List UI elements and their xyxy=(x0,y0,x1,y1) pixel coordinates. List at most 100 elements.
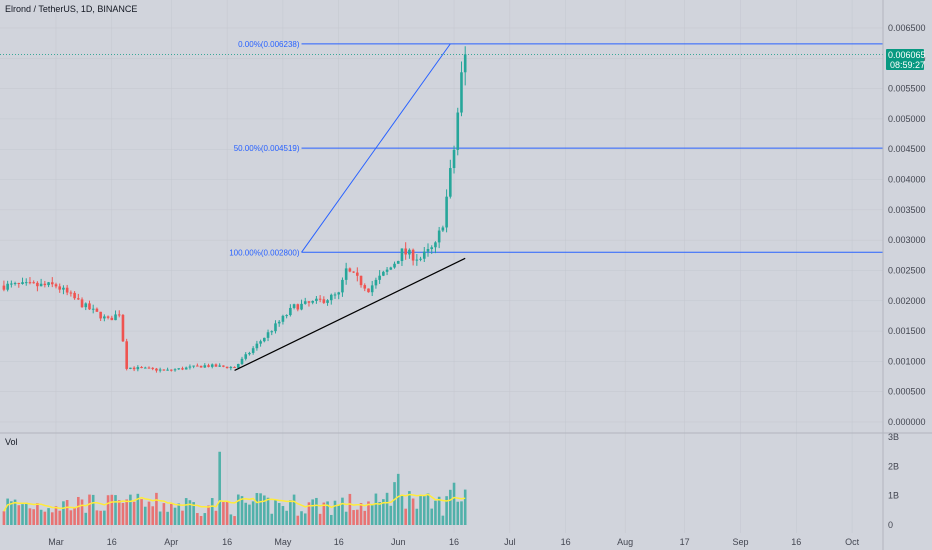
candle-body xyxy=(73,292,76,299)
volume-bar xyxy=(396,473,400,525)
volume-bar xyxy=(344,511,348,525)
candle-body xyxy=(460,72,463,113)
price-tick-label: 0.004500 xyxy=(888,144,926,154)
candle-body xyxy=(207,365,210,367)
volume-bar xyxy=(158,511,162,525)
price-axis[interactable]: 0.0065000.0060000.0055000.0050000.004500… xyxy=(888,23,926,427)
candle-body xyxy=(143,367,147,369)
volume-bar xyxy=(77,496,80,525)
volume-bar xyxy=(136,493,140,525)
candle-body xyxy=(248,352,251,355)
volume-bar xyxy=(307,502,311,525)
candle-body xyxy=(422,251,426,259)
volume-bar xyxy=(95,510,99,525)
volume-bar xyxy=(2,511,6,525)
volume-bar xyxy=(460,501,463,525)
price-tick-label: 0.000000 xyxy=(888,417,926,427)
time-tick-label: 16 xyxy=(334,537,344,547)
volume-bar xyxy=(333,500,337,525)
price-tick-label: 0.001000 xyxy=(888,356,926,366)
candle-body xyxy=(80,299,84,308)
candle-body xyxy=(318,298,322,300)
volume-bar xyxy=(192,502,195,525)
candle-body xyxy=(36,282,39,287)
volume-bar xyxy=(99,510,102,525)
candle-body xyxy=(24,282,28,284)
candle-body xyxy=(181,368,184,370)
candle-body xyxy=(77,298,80,300)
volume-bar xyxy=(188,500,192,525)
volume-bar xyxy=(151,506,155,525)
volume-bar xyxy=(73,507,76,525)
time-tick-label: Jun xyxy=(391,537,406,547)
volume-bar xyxy=(80,499,84,525)
candle-body xyxy=(378,275,381,280)
candle-body xyxy=(277,321,281,324)
time-axis[interactable]: Mar 16 Apr 16 May 16 Jun 16 Jul 16 Aug 17 Sep 16 Oct xyxy=(48,537,859,547)
volume-bar xyxy=(50,512,54,525)
volume-bar xyxy=(39,509,43,525)
time-tick-label: Aug xyxy=(617,537,633,547)
volume-bar xyxy=(300,511,303,525)
time-tick-label: 16 xyxy=(561,537,571,547)
volume-bar xyxy=(367,501,370,525)
price-tick-label: 0.001500 xyxy=(888,326,926,336)
volume-bar xyxy=(65,500,69,525)
candle-body xyxy=(329,294,333,301)
candle-body xyxy=(199,365,203,368)
volume-bar xyxy=(210,498,214,525)
volume-bar xyxy=(277,502,281,525)
candle-body xyxy=(225,366,229,369)
volume-bar xyxy=(378,502,381,525)
candle-body xyxy=(385,269,389,272)
volume-bar xyxy=(251,501,255,525)
price-tick-label: 0.002500 xyxy=(888,265,926,275)
volume-bar xyxy=(229,514,233,525)
time-tick-label: 16 xyxy=(791,537,801,547)
volume-bar xyxy=(426,493,430,525)
candle-body xyxy=(6,283,9,290)
candle-body xyxy=(95,308,99,312)
fib-level-label: 100.00%(0.002800) xyxy=(229,248,300,257)
volume-bar xyxy=(236,494,240,525)
countdown-label: 08:59:27 xyxy=(890,60,925,70)
candle-body xyxy=(263,337,266,342)
volume-bar xyxy=(121,502,125,525)
current-price-tag: 0.006065 08:59:27 xyxy=(886,49,926,70)
volume-bar xyxy=(162,503,166,525)
volume-bar xyxy=(326,501,329,525)
candle-body xyxy=(266,332,270,338)
volume-axis: 3B 2B 1B 0 xyxy=(888,432,899,530)
candle-body xyxy=(233,367,236,369)
volume-bar xyxy=(281,506,285,525)
time-tick-label: 17 xyxy=(680,537,690,547)
volume-bar xyxy=(17,505,21,525)
candle-body xyxy=(367,288,370,293)
volume-bar xyxy=(181,510,184,525)
candles xyxy=(2,46,467,373)
volume-bar xyxy=(449,489,452,525)
volume-bar xyxy=(21,504,24,525)
candle-body xyxy=(162,369,166,371)
candle-body xyxy=(415,259,419,261)
volume-bar xyxy=(274,499,277,525)
time-tick-label: Sep xyxy=(732,537,748,547)
volume-bar xyxy=(411,498,415,525)
volume-bar xyxy=(225,501,229,525)
volume-bar xyxy=(285,510,288,525)
volume-bar xyxy=(147,501,151,525)
volume-bar xyxy=(266,497,270,525)
candle-body xyxy=(337,292,341,295)
fibonacci-retracement[interactable]: 0.00%(0.006238) 50.00%(0.004519) 100.00%(0… xyxy=(0,40,883,257)
time-tick-label: 16 xyxy=(449,537,459,547)
candle-body xyxy=(244,354,248,359)
candle-body xyxy=(449,168,452,197)
time-tick-label: Apr xyxy=(164,537,178,547)
volume-bar xyxy=(47,508,50,525)
trendline[interactable] xyxy=(234,257,466,372)
fib-anchor-line xyxy=(301,43,451,253)
volume-tick-label: 3B xyxy=(888,432,899,442)
volume-bars xyxy=(2,451,467,525)
volume-bar xyxy=(106,495,110,525)
